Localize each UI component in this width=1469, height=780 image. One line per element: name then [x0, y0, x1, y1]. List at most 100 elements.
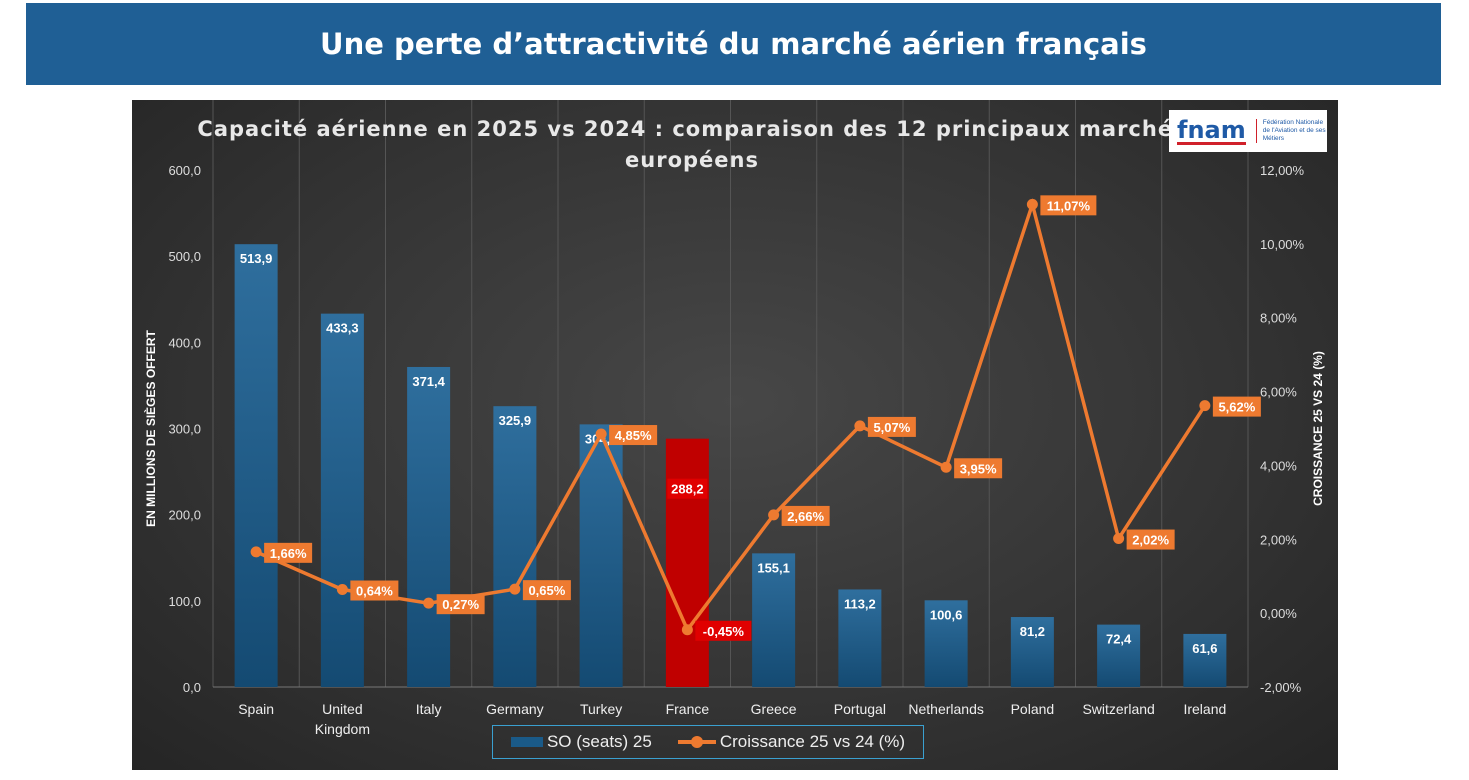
bar-value-label: 288,2 — [671, 482, 704, 497]
bar-italy — [407, 366, 451, 687]
legend-bar-label: SO (seats) 25 — [546, 732, 652, 751]
x-tick-label: Poland — [1011, 701, 1055, 717]
bar-label-bg — [667, 478, 708, 499]
growth-label-bg — [522, 580, 571, 601]
y-tick-label: 600,0 — [168, 163, 201, 178]
bar-value-label: 325,9 — [499, 413, 532, 428]
growth-value-label: 1,66% — [270, 546, 307, 561]
growth-value-label: 5,07% — [873, 420, 910, 435]
growth-point — [1026, 198, 1038, 210]
growth-point — [940, 461, 952, 473]
growth-label-bg — [867, 416, 916, 437]
bar-spain — [234, 244, 278, 687]
growth-value-label: -0,45% — [703, 624, 745, 639]
bar-ireland — [1183, 633, 1227, 687]
y2-tick-label: 4,00% — [1260, 458, 1297, 473]
y-tick-label: 0,0 — [183, 680, 201, 695]
y2-tick-label: 12,00% — [1260, 163, 1305, 178]
growth-point — [854, 420, 866, 432]
growth-line — [255, 198, 1207, 634]
y-tick-label: 200,0 — [168, 508, 201, 523]
bar-value-label: 72,4 — [1106, 632, 1132, 647]
legend-item-line: Croissance 25 vs 24 (%) — [677, 732, 906, 752]
y2-tick-label: 10,00% — [1260, 237, 1305, 252]
y2-tick-label: 6,00% — [1260, 385, 1297, 400]
growth-value-label: 3,95% — [960, 461, 997, 476]
x-tick-label: Italy — [416, 701, 442, 717]
growth-point — [595, 428, 607, 440]
y2-tick-label: 2,00% — [1260, 532, 1297, 547]
y-axis-title: EN MILLIONS DE SIÈGES OFFERT — [143, 329, 158, 526]
logo-brand: fnam — [1177, 115, 1246, 145]
bar-value-label: 100,6 — [930, 607, 963, 622]
growth-label-bg — [781, 505, 830, 526]
growth-point — [768, 509, 780, 521]
bar-value-label: 81,2 — [1020, 624, 1045, 639]
growth-point — [681, 624, 693, 636]
legend: SO (seats) 25 Croissance 25 vs 24 (%) — [492, 725, 924, 759]
x-tick-label: Ireland — [1183, 701, 1226, 717]
growth-point — [423, 597, 435, 609]
bar-value-label: 371,4 — [412, 374, 445, 389]
bar-greece — [752, 553, 796, 687]
growth-value-label: 0,65% — [528, 583, 565, 598]
growth-label-bg — [1212, 396, 1261, 417]
growth-label-bg — [436, 594, 485, 615]
growth-value-label: 5,62% — [1218, 400, 1255, 415]
growth-point — [1199, 400, 1211, 412]
growth-point — [1113, 533, 1125, 545]
page-banner: Une perte d’attractivité du marché aérie… — [26, 3, 1441, 85]
growth-label-bg — [609, 425, 658, 446]
chart-svg: 0,0 100,0 200,0 300,0 400,0 500,0 600,0 -2,00% 0… — [143, 100, 1325, 737]
bar-united-kingdom — [320, 313, 364, 687]
bar-netherlands — [924, 600, 968, 687]
x-tick-label: Spain — [238, 701, 274, 717]
x-tick-label: Portugal — [834, 701, 886, 717]
x-tick-label: Turkey — [580, 701, 622, 717]
y2-axis-title: CROISSANCE 25 VS 24 (%) — [1311, 351, 1325, 506]
x-tick-label: Germany — [486, 701, 544, 717]
y-tick-label: 400,0 — [168, 335, 201, 350]
x-tick-label: United — [322, 701, 362, 717]
growth-label-bg — [264, 542, 313, 563]
growth-label-bg — [350, 580, 399, 601]
growth-label-bg — [1126, 529, 1175, 550]
growth-value-label: 4,85% — [615, 428, 652, 443]
y-tick-label: 300,0 — [168, 422, 201, 437]
growth-point — [336, 584, 348, 596]
chart-title: Capacité aérienne en 2025 vs 2024 : comp… — [197, 117, 1187, 172]
x-tick-label: Netherlands — [908, 701, 984, 717]
y-tick-label: 500,0 — [168, 249, 201, 264]
bar-value-label: 61,6 — [1192, 641, 1217, 656]
x-tick-label-line2: Kingdom — [315, 721, 370, 737]
growth-label-bg — [954, 458, 1003, 479]
growth-point — [509, 583, 521, 595]
bar-france — [665, 438, 709, 687]
bar-value-label: 155,1 — [757, 560, 790, 575]
bar-poland — [1010, 617, 1054, 687]
growth-value-label: 11,07% — [1047, 198, 1091, 213]
growth-value-label: 0,64% — [356, 584, 393, 599]
bar-value-label: 113,2 — [844, 596, 876, 611]
legend-bar-swatch — [510, 737, 543, 747]
growth-value-label: 2,02% — [1132, 533, 1169, 548]
legend-line-swatch — [677, 736, 716, 748]
x-tick-label: Switzerland — [1082, 701, 1154, 717]
chart-container: 0,0 100,0 200,0 300,0 400,0 500,0 600,0 -2,00% 0… — [132, 100, 1338, 770]
bar-value-label: 433,3 — [326, 321, 359, 336]
y2-tick-label: 8,00% — [1260, 311, 1297, 326]
growth-value-label: 2,66% — [787, 509, 824, 524]
growth-point — [250, 546, 262, 558]
logo-subtitle: Fédération Nationale de l'Aviation et de… — [1255, 119, 1327, 143]
y2-tick-label: -2,00% — [1260, 680, 1302, 695]
bar-value-label: 513,9 — [240, 251, 273, 266]
fnam-logo: fnam Fédération Nationale de l'Aviation … — [1169, 110, 1327, 152]
growth-label-bg — [1040, 195, 1097, 216]
y2-tick-label: 0,00% — [1260, 606, 1297, 621]
x-tick-label: France — [666, 701, 710, 717]
legend-line-label: Croissance 25 vs 24 (%) — [719, 732, 906, 751]
bar-germany — [493, 406, 537, 687]
growth-label-bg — [695, 620, 752, 641]
bar-portugal — [838, 589, 882, 687]
x-tick-label: Greece — [751, 701, 797, 717]
